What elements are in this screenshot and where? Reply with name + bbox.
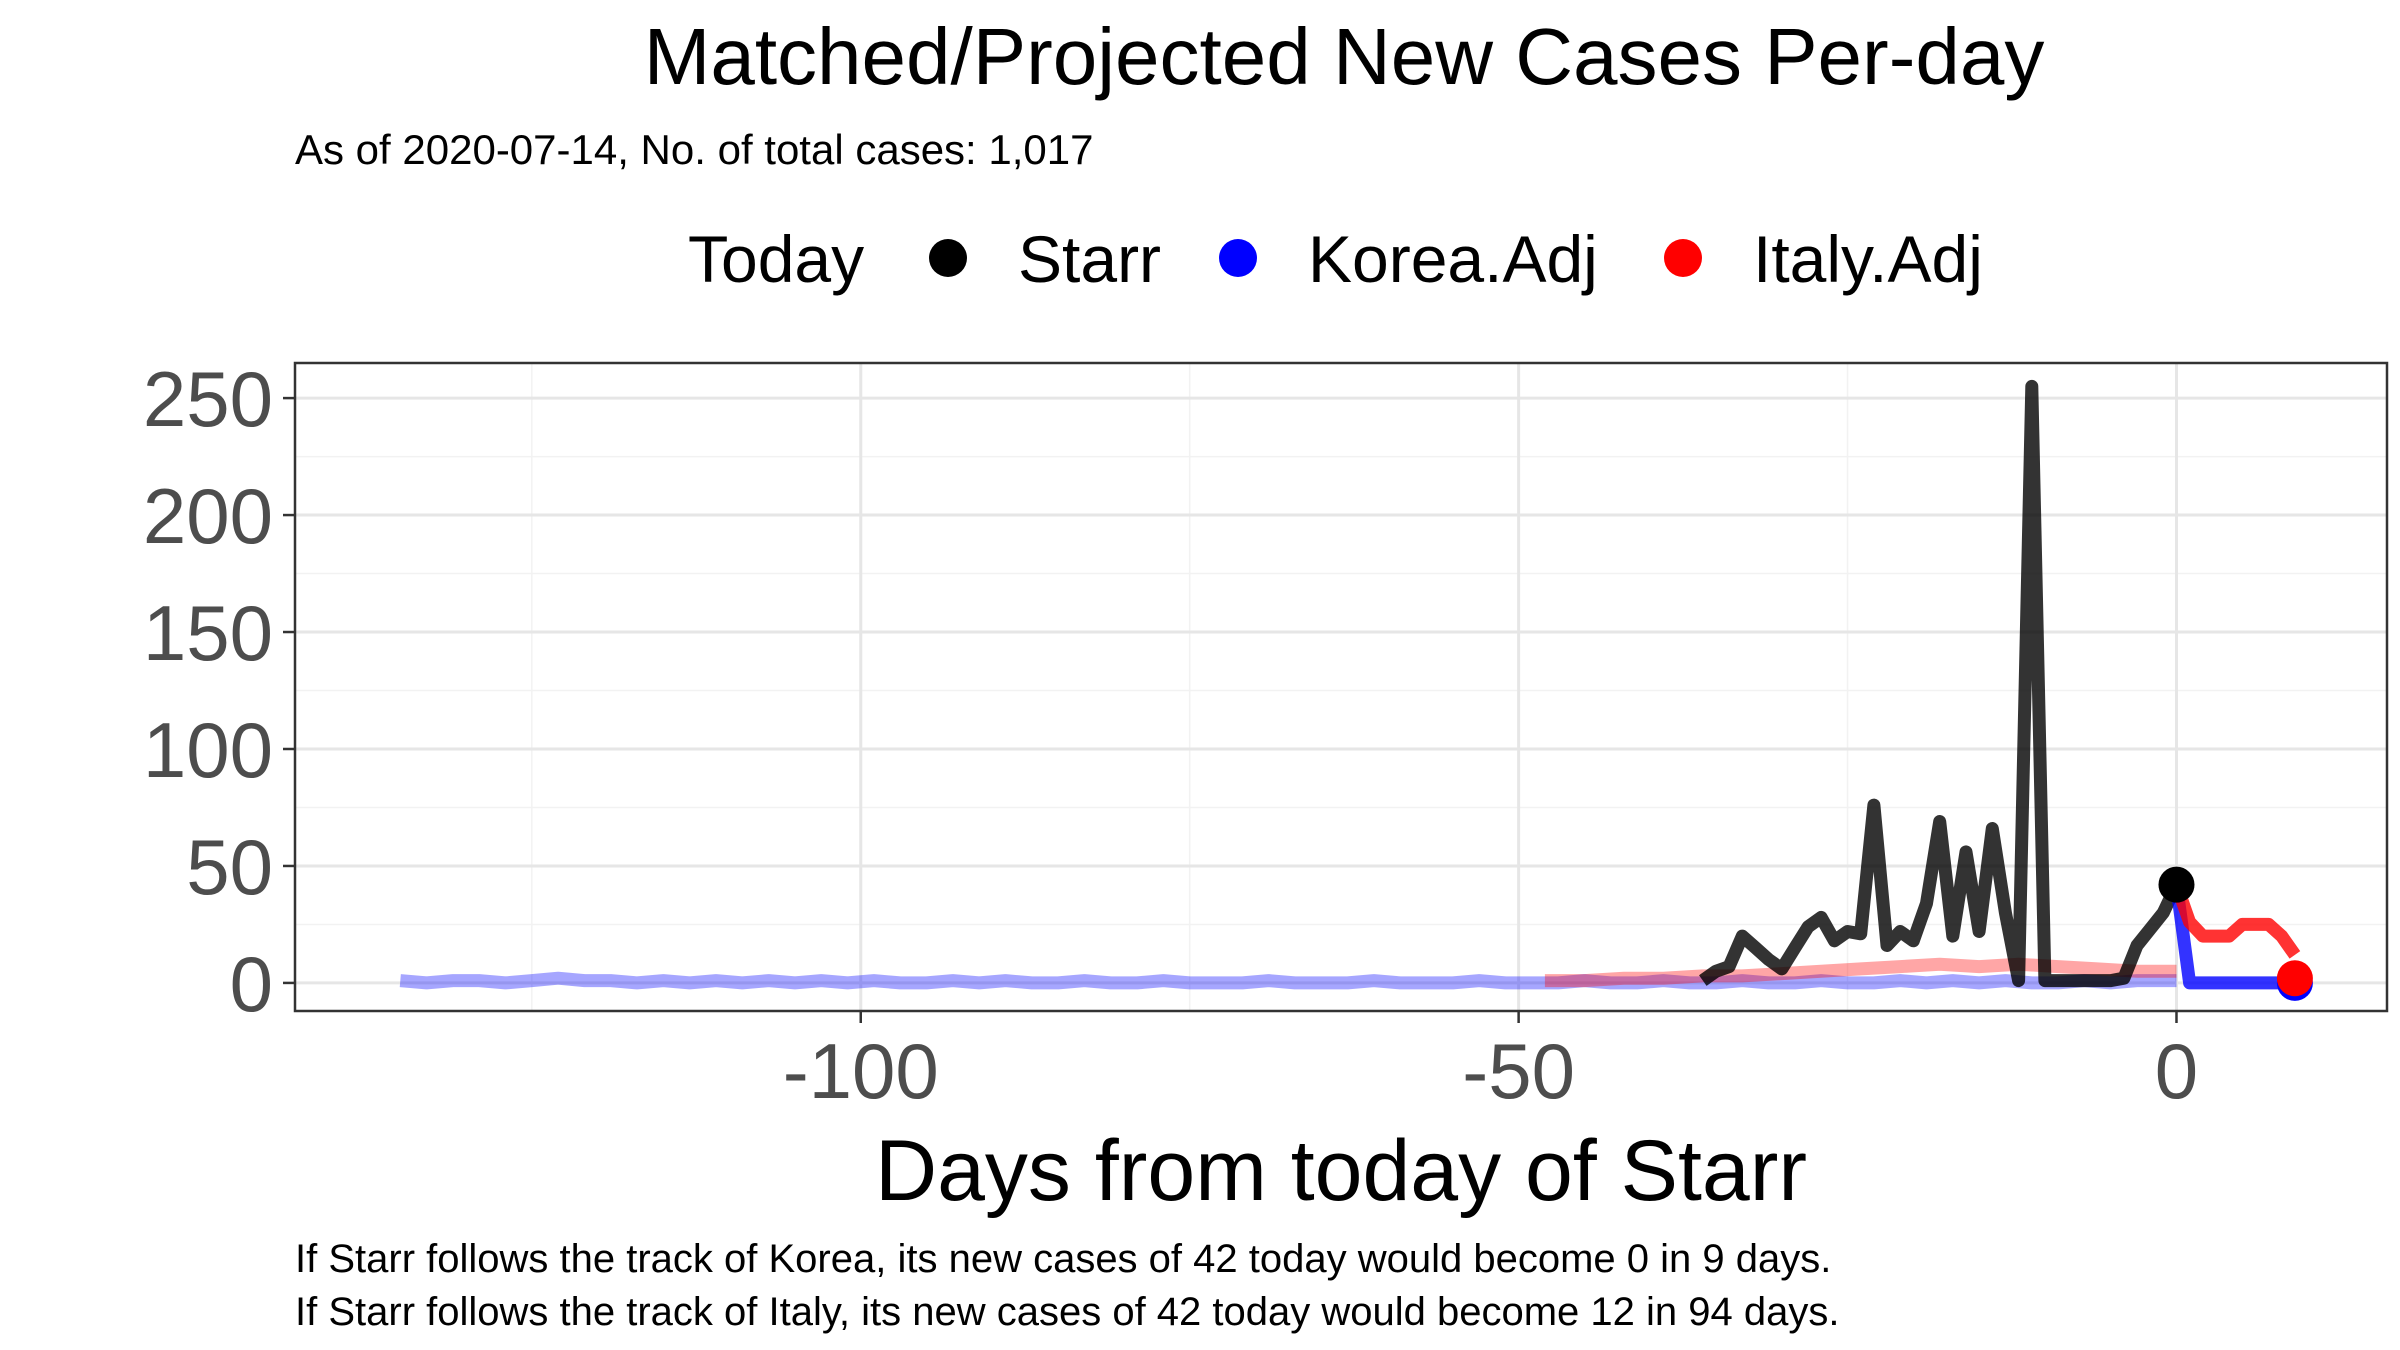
plot-panel-border	[293, 361, 2389, 1013]
y-tick-label: 50	[186, 823, 273, 911]
chart-subtitle: As of 2020-07-14, No. of total cases: 1,…	[295, 126, 1094, 173]
legend-title: Today	[688, 222, 864, 296]
series-line-italy-adj-matched	[1544, 957, 2177, 988]
x-axis-title: Days from today of Starr	[875, 1123, 1807, 1219]
x-tick-label: -50	[1462, 1027, 1575, 1115]
legend-key-starr	[929, 239, 967, 277]
legend-key-italy	[1664, 239, 1702, 277]
series-line-starr-observed	[1699, 379, 2183, 988]
y-tick-label: 150	[143, 589, 273, 677]
y-tick-label: 0	[230, 940, 273, 1028]
caption-italy: If Starr follows the track of Italy, its…	[295, 1290, 1839, 1334]
plot-background	[295, 363, 2387, 1011]
today-point-italy-adj	[2276, 960, 2313, 997]
today-point-starr	[2158, 866, 2195, 903]
y-tick-label: 250	[143, 355, 273, 443]
caption-korea: If Starr follows the track of Korea, its…	[295, 1237, 1831, 1281]
series-lines	[399, 379, 2301, 990]
series-line-korea-adj-projected	[2170, 883, 2295, 990]
legend-label-korea: Korea.Adj	[1308, 222, 1598, 296]
legend: Today Starr Korea.Adj Italy.Adj	[688, 222, 1983, 296]
legend-label-starr: Starr	[1018, 222, 1161, 296]
legend-label-italy: Italy.Adj	[1753, 222, 1983, 296]
series-line-italy-adj-projected	[2170, 882, 2301, 959]
y-tick-label: 100	[143, 706, 273, 794]
x-tick-label: -100	[783, 1027, 939, 1115]
legend-key-korea	[1219, 239, 1257, 277]
chart-title: Matched/Projected New Cases Per-day	[644, 12, 2045, 101]
series-line-korea-adj-matched	[399, 971, 2177, 990]
y-tick-label: 200	[143, 472, 273, 560]
today-points	[2158, 866, 2313, 1001]
axis-ticks: -100 -50 0 0 50 100 150 200 250	[143, 355, 2198, 1115]
x-tick-label: 0	[2155, 1027, 2198, 1115]
